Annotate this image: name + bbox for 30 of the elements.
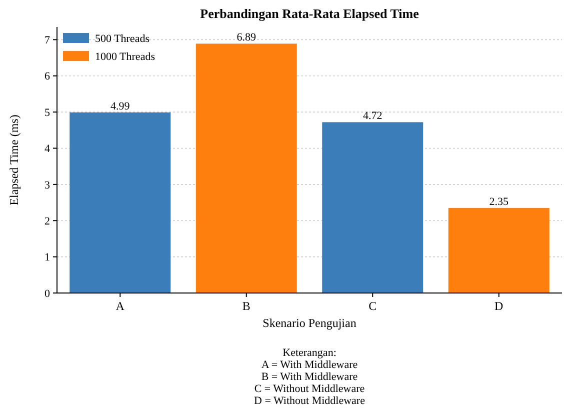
text: C = Without Middleware: [254, 383, 365, 395]
y-tick-label: 7: [44, 34, 50, 47]
y-tick-label: 6: [44, 70, 50, 83]
bar: [448, 208, 550, 293]
data-label: 4.72: [363, 110, 382, 122]
text: A = With Middleware: [261, 359, 358, 371]
text: B = With Middleware: [261, 371, 358, 383]
chart-title: Perbandingan Rata-Rata Elapsed Time: [200, 6, 420, 21]
legend-label: 1000 Threads: [95, 51, 155, 63]
legend-label: 500 Threads: [95, 33, 150, 45]
y-tick-label: 3: [44, 179, 50, 192]
x-tick-label: D: [494, 299, 504, 313]
data-label: 6.89: [236, 32, 256, 44]
x-tick-label: B: [242, 299, 250, 313]
y-tick-label: 2: [44, 215, 50, 228]
bar: [322, 122, 424, 293]
y-tick-label: 0: [44, 288, 50, 300]
bar: [196, 44, 297, 293]
bar: [70, 112, 171, 293]
data-label: 2.35: [489, 196, 509, 208]
y-axis-title: Elapsed Time (ms): [7, 114, 21, 206]
y-tick-label: 1: [44, 252, 50, 264]
y-tick-label: 4: [44, 143, 50, 156]
x-axis-title: Skenario Pengujian: [262, 316, 356, 330]
text: D = Without Middleware: [254, 395, 366, 407]
data-label: 4.99: [110, 100, 130, 112]
y-tick-label: 5: [44, 106, 50, 119]
text: Keterangan:: [282, 347, 336, 359]
x-tick-label: C: [368, 299, 377, 313]
x-tick-label: A: [116, 299, 125, 313]
